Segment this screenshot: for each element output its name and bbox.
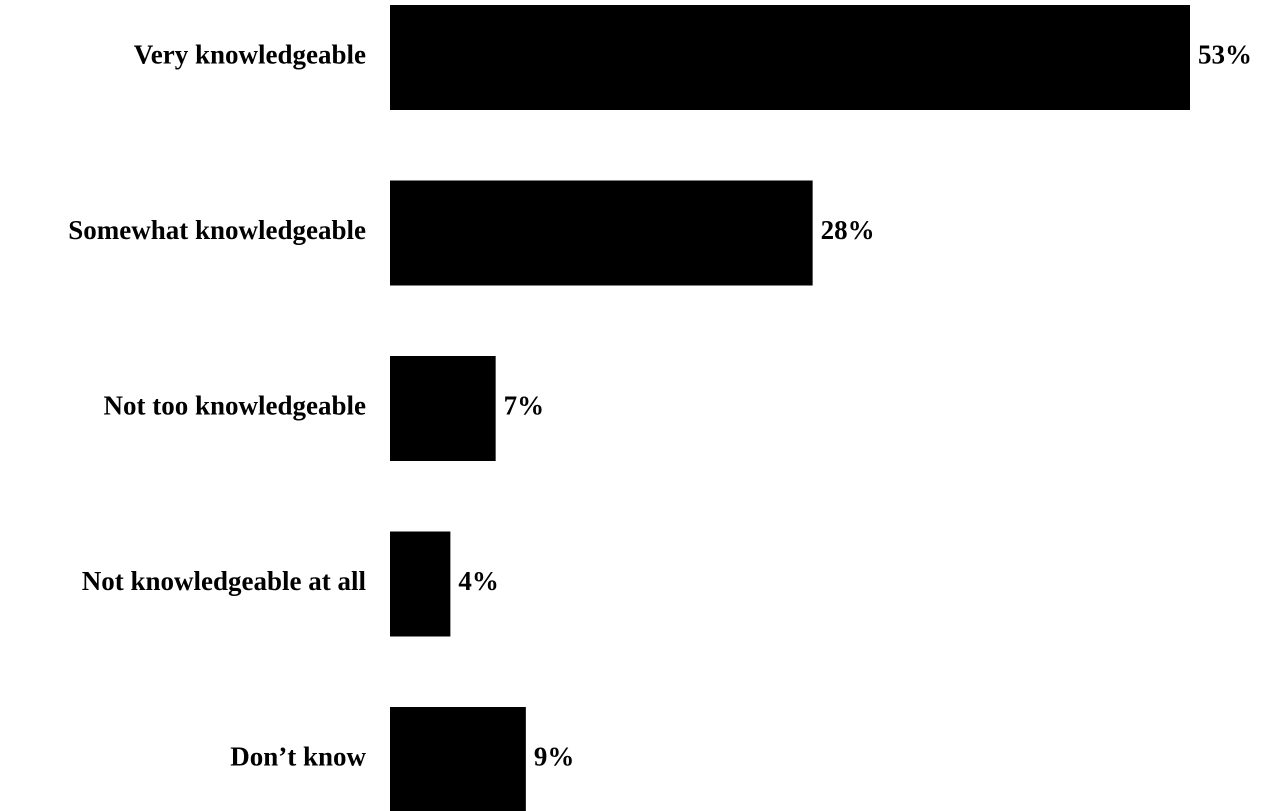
category-label: Don’t know — [230, 742, 366, 772]
bar — [390, 356, 496, 461]
bar — [390, 707, 526, 811]
category-label: Not knowledgeable at all — [82, 566, 367, 596]
category-label: Very knowledgeable — [134, 40, 366, 70]
bar — [390, 531, 451, 637]
value-label: 53% — [1198, 40, 1252, 70]
value-label: 28% — [821, 215, 875, 245]
value-label: 4% — [458, 566, 499, 596]
bar — [390, 180, 813, 286]
category-label: Somewhat knowledgeable — [68, 215, 366, 245]
value-label: 9% — [534, 742, 575, 772]
value-label: 7% — [504, 391, 545, 421]
category-label: Not too knowledgeable — [104, 391, 367, 421]
bar — [390, 5, 1190, 110]
